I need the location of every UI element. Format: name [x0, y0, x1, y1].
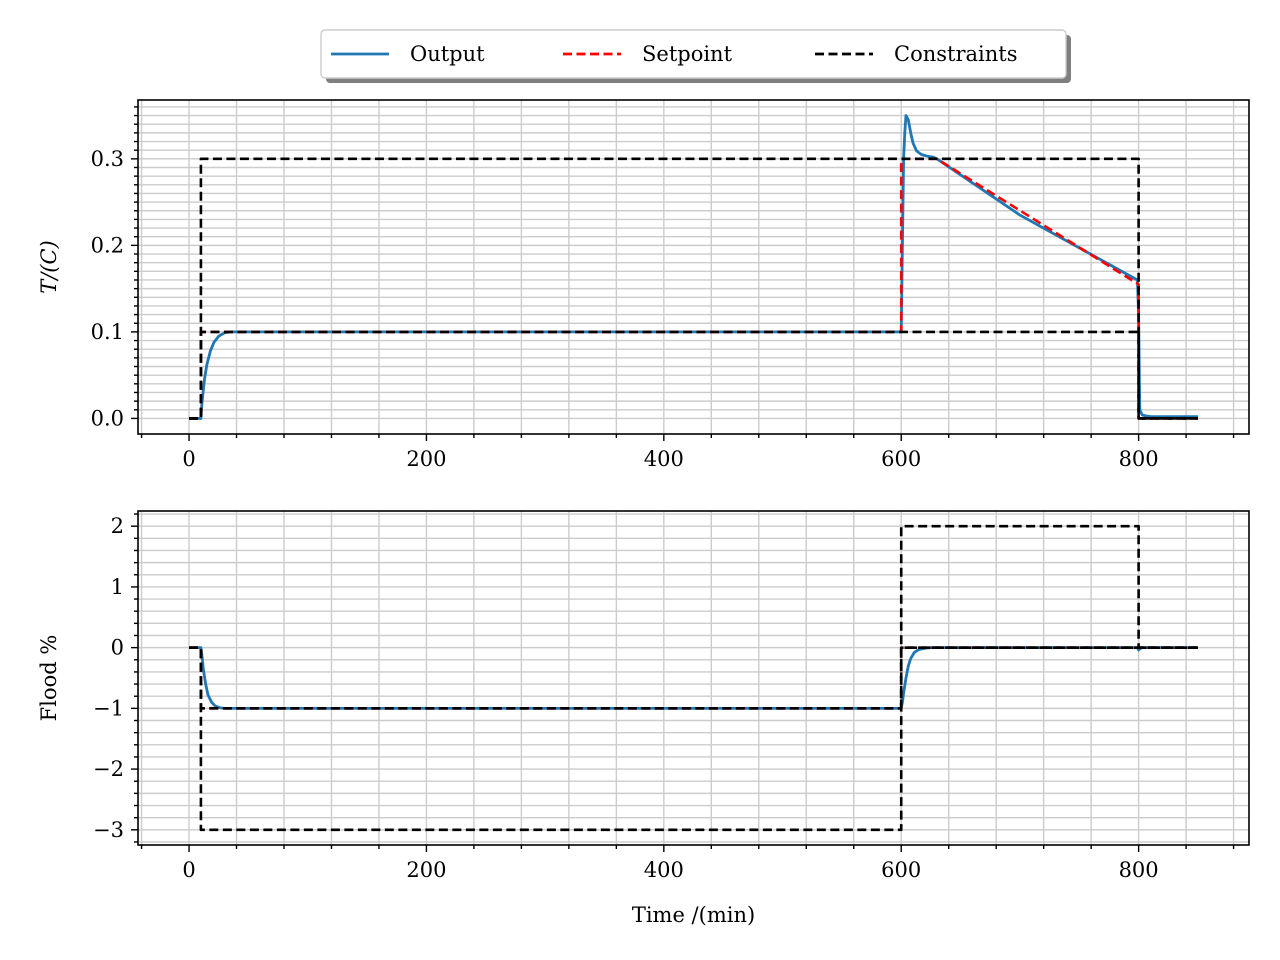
legend-item-output: Output — [331, 42, 485, 66]
legend-label: Output — [410, 42, 485, 66]
x-tick-label: 400 — [644, 447, 684, 471]
legend-label: Setpoint — [642, 42, 733, 66]
x-tick-label: 400 — [644, 858, 684, 882]
grid — [138, 511, 1249, 845]
x-tick-label: 0 — [182, 447, 195, 471]
y-tick-label: 1 — [111, 575, 124, 599]
x-tick-label: 200 — [406, 858, 446, 882]
y-ticks: −3 −2 −1 0 1 2 — [93, 513, 138, 843]
axes-frame — [137, 99, 1250, 435]
flood-subplot: 0 200 400 600 800 −3 −2 −1 0 1 2 Flood % Time /(min) — [37, 510, 1250, 927]
x-tick-label: 800 — [1119, 447, 1159, 471]
y-axis-label: T/(C) — [37, 240, 61, 294]
y-tick-label: −2 — [93, 757, 124, 781]
constraints-line — [189, 157, 1198, 420]
y-axis-label: Flood % — [37, 635, 61, 722]
x-tick-label: 600 — [881, 858, 921, 882]
series-group — [189, 524, 1198, 832]
y-tick-label: 0.1 — [91, 320, 124, 344]
y-tick-label: 0.2 — [91, 233, 124, 257]
y-ticks: 0.0 0.1 0.2 0.3 — [91, 106, 138, 430]
legend: Output Setpoint Constraints — [320, 29, 1071, 83]
legend-box — [320, 29, 1067, 79]
legend-item-constraints: Constraints — [815, 42, 1017, 66]
x-tick-label: 0 — [182, 858, 195, 882]
y-tick-label: 2 — [111, 514, 124, 538]
legend-label: Constraints — [894, 42, 1017, 66]
x-tick-label: 800 — [1119, 858, 1159, 882]
series-group — [189, 114, 1198, 420]
legend-item-setpoint: Setpoint — [563, 42, 733, 66]
x-ticks: 0 200 400 600 800 — [140, 434, 1235, 471]
x-tick-label: 200 — [406, 447, 446, 471]
x-axis-label: Time /(min) — [632, 903, 755, 927]
y-tick-label: 0.0 — [91, 406, 124, 430]
y-tick-label: 0 — [111, 636, 124, 660]
y-tick-label: −1 — [93, 696, 124, 720]
axes-frame — [137, 510, 1250, 846]
constraint-line — [189, 330, 1198, 420]
x-ticks: 0 200 400 600 800 — [140, 845, 1235, 882]
y-tick-label: 0.3 — [91, 147, 124, 171]
temperature-subplot: 0 200 400 600 800 0.0 0.1 0.2 0.3 T/(C) — [37, 99, 1250, 471]
constraint-line — [899, 646, 1198, 709]
y-tick-label: −3 — [93, 818, 124, 842]
x-tick-label: 600 — [881, 447, 921, 471]
